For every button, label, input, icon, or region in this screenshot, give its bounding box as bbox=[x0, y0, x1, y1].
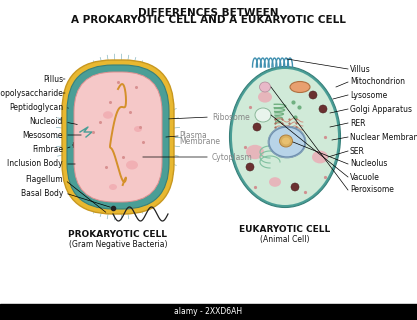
Text: Peroxisome: Peroxisome bbox=[350, 186, 394, 195]
Ellipse shape bbox=[255, 108, 271, 122]
Ellipse shape bbox=[232, 69, 338, 205]
Ellipse shape bbox=[319, 105, 327, 113]
Ellipse shape bbox=[290, 82, 310, 92]
Ellipse shape bbox=[134, 126, 142, 132]
FancyBboxPatch shape bbox=[62, 60, 174, 214]
Text: Inclusion Body: Inclusion Body bbox=[8, 159, 63, 169]
FancyBboxPatch shape bbox=[67, 65, 169, 209]
Text: RER: RER bbox=[350, 118, 365, 127]
Text: A PROKARYOTIC CELL AND A EUKARYOTIC CELL: A PROKARYOTIC CELL AND A EUKARYOTIC CELL bbox=[70, 15, 345, 25]
Ellipse shape bbox=[253, 123, 261, 131]
Text: Plasma: Plasma bbox=[179, 131, 207, 140]
Ellipse shape bbox=[246, 145, 264, 159]
Ellipse shape bbox=[312, 151, 328, 164]
Text: Peptidoglycan: Peptidoglycan bbox=[9, 102, 63, 111]
Text: Pillus: Pillus bbox=[43, 75, 63, 84]
Ellipse shape bbox=[279, 135, 292, 147]
Text: Nuclear Membrane: Nuclear Membrane bbox=[350, 132, 417, 141]
Ellipse shape bbox=[103, 111, 113, 119]
Text: (Gram Negative Bacteria): (Gram Negative Bacteria) bbox=[69, 240, 167, 249]
Text: Golgi Apparatus: Golgi Apparatus bbox=[350, 105, 412, 114]
Bar bbox=[0, 304, 417, 320]
Text: Lipopolysaccharide: Lipopolysaccharide bbox=[0, 89, 63, 98]
Text: Ribosome: Ribosome bbox=[212, 113, 250, 122]
Text: Nucleoid: Nucleoid bbox=[30, 117, 63, 126]
Text: Nucleolus: Nucleolus bbox=[350, 159, 387, 169]
FancyBboxPatch shape bbox=[74, 72, 162, 202]
Ellipse shape bbox=[109, 184, 117, 190]
Ellipse shape bbox=[291, 183, 299, 191]
Ellipse shape bbox=[126, 161, 138, 170]
Text: Mitochondrion: Mitochondrion bbox=[350, 77, 405, 86]
Text: alamy - 2XXD6AH: alamy - 2XXD6AH bbox=[174, 308, 242, 316]
Ellipse shape bbox=[269, 177, 281, 187]
Text: Lysosome: Lysosome bbox=[350, 91, 387, 100]
Text: EUKARYOTIC CELL: EUKARYOTIC CELL bbox=[239, 225, 331, 234]
Text: Cytoplasm: Cytoplasm bbox=[212, 153, 253, 162]
Ellipse shape bbox=[246, 163, 254, 171]
Text: Basal Body: Basal Body bbox=[20, 188, 63, 197]
Ellipse shape bbox=[258, 92, 272, 103]
Text: SER: SER bbox=[350, 147, 365, 156]
Text: DIFFERENCES BETWEEN: DIFFERENCES BETWEEN bbox=[138, 8, 278, 18]
Text: Flagellum: Flagellum bbox=[25, 175, 63, 185]
Ellipse shape bbox=[259, 82, 271, 92]
Ellipse shape bbox=[229, 67, 341, 207]
Text: Membrane: Membrane bbox=[179, 138, 220, 147]
Text: Villus: Villus bbox=[350, 65, 371, 74]
Text: (Animal Cell): (Animal Cell) bbox=[260, 235, 310, 244]
Ellipse shape bbox=[309, 91, 317, 99]
Text: Fimbrae: Fimbrae bbox=[32, 145, 63, 154]
Ellipse shape bbox=[269, 127, 305, 157]
Ellipse shape bbox=[282, 138, 290, 145]
Text: Mesosome: Mesosome bbox=[23, 131, 63, 140]
Text: PROKARYOTIC CELL: PROKARYOTIC CELL bbox=[68, 230, 168, 239]
Text: Vacuole: Vacuole bbox=[350, 172, 380, 181]
